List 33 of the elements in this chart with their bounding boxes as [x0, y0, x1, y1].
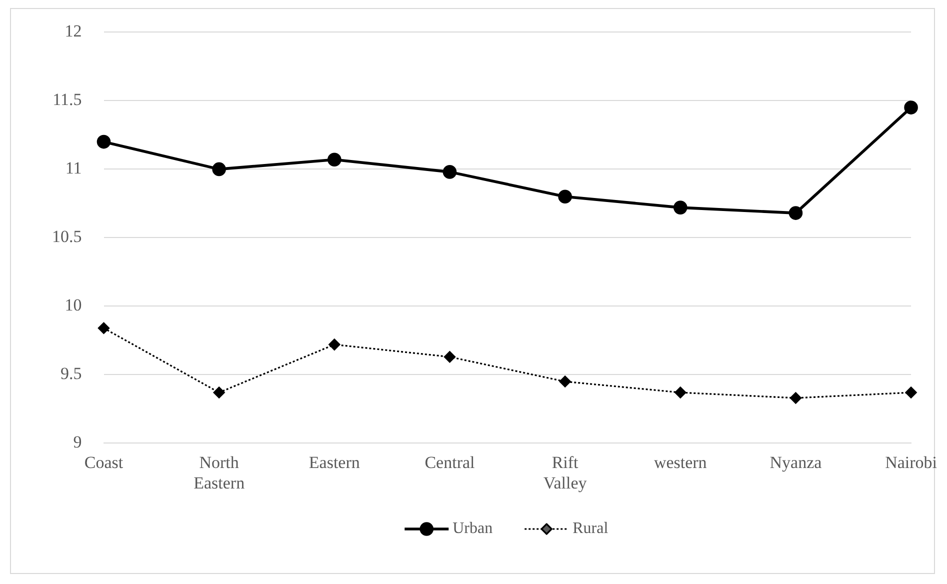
x-tick-label: Central: [424, 452, 476, 472]
point: [558, 190, 572, 204]
point: [213, 386, 225, 398]
y-tick-label: 11: [65, 158, 82, 178]
y-tick-label: 12: [64, 22, 82, 41]
point: [905, 386, 917, 398]
x-tick-label: North Eastern: [194, 452, 246, 492]
point: [444, 351, 456, 363]
legend-label: Rural: [572, 520, 609, 538]
y-tick-label: 10: [64, 296, 82, 315]
y-tick-label: 9: [73, 432, 82, 452]
point: [788, 206, 803, 220]
x-tick-label: Rift Valley: [543, 452, 588, 492]
y-tick-label: 10.5: [52, 227, 82, 246]
x-tick-label: Eastern: [308, 452, 360, 472]
x-tick-label: Coast: [84, 452, 124, 472]
point: [674, 386, 686, 398]
x-tick-label: western: [654, 452, 708, 472]
legend-label: Urban: [452, 520, 493, 538]
point: [442, 165, 457, 179]
point: [904, 100, 918, 114]
point: [559, 376, 571, 388]
point: [328, 338, 340, 350]
point: [96, 134, 111, 149]
y-tick-label: 9.5: [60, 364, 82, 384]
x-tick-label: Nairobi: [885, 452, 938, 472]
point: [212, 162, 226, 176]
point: [790, 392, 802, 404]
point: [673, 200, 688, 214]
point: [328, 152, 342, 167]
point: [98, 322, 110, 334]
y-tick-label: 11.5: [52, 90, 82, 110]
x-tick-label: Nyanza: [770, 452, 822, 472]
